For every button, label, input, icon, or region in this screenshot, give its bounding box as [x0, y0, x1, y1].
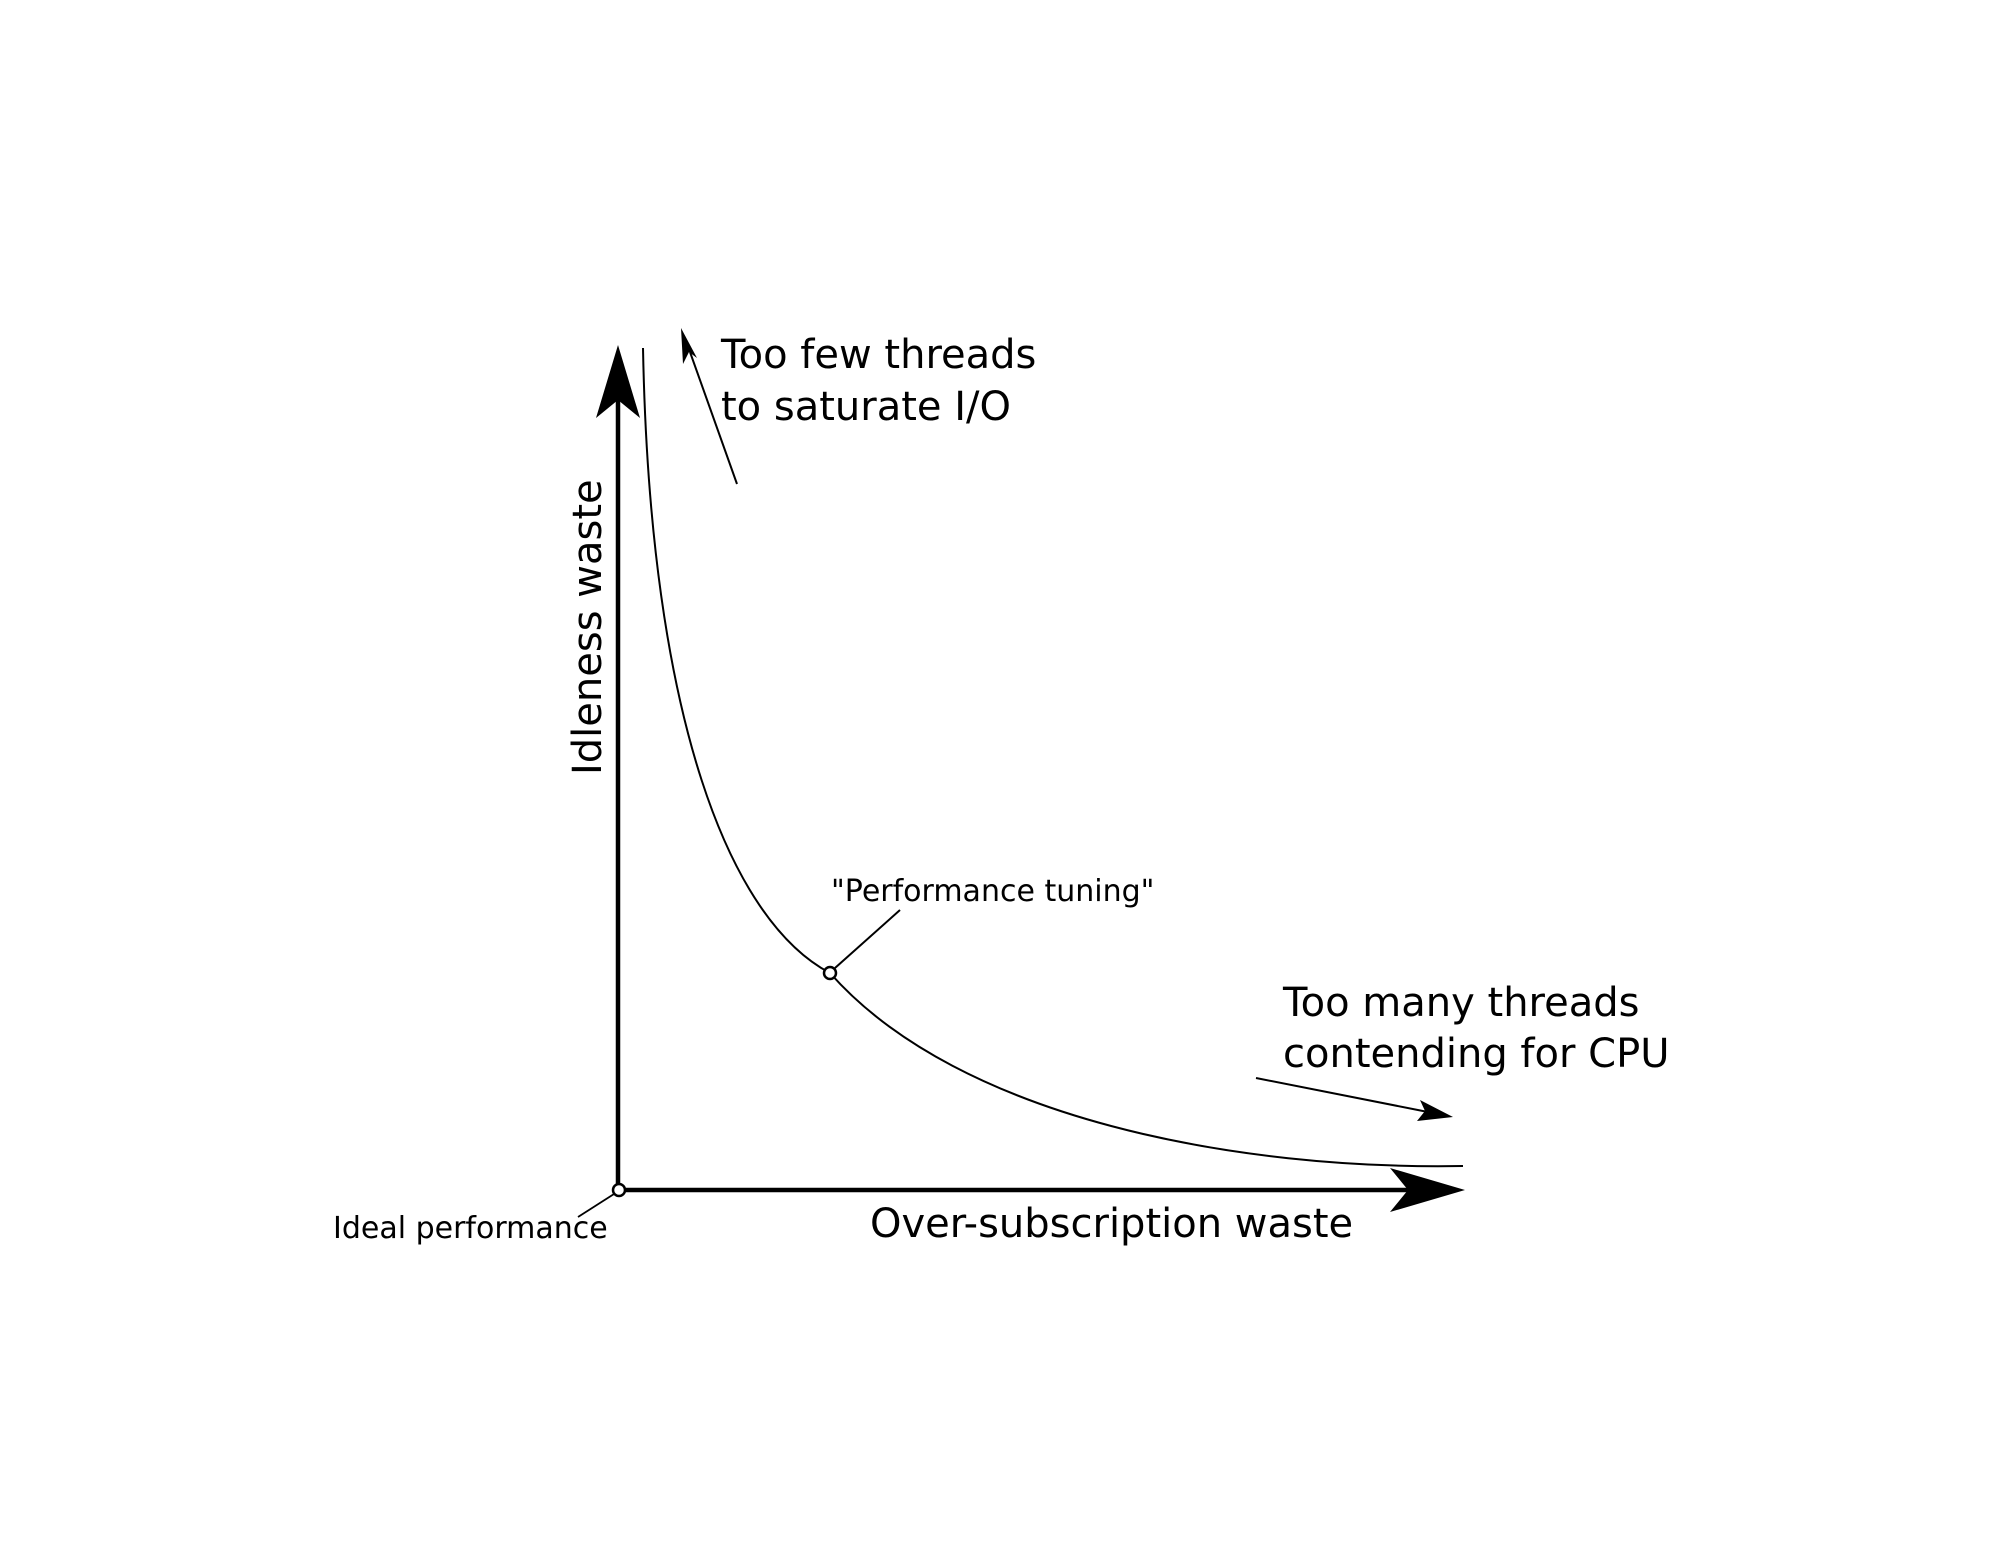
- too-many-arrowhead: [1417, 1100, 1453, 1121]
- too-few-threads-line1: Too few threads: [720, 332, 1036, 378]
- ideal-performance-leader: [577, 1193, 615, 1218]
- too-many-threads-line2: contending for CPU: [1283, 1031, 1669, 1077]
- performance-tuning-leader: [834, 909, 901, 969]
- too-few-threads-line2: to saturate I/O: [721, 384, 1011, 430]
- x-axis-label: Over-subscription waste: [870, 1201, 1353, 1247]
- too-few-threads-arrow: [681, 328, 738, 485]
- performance-tuning-point: [822, 965, 838, 981]
- y-axis-arrowhead: [596, 345, 640, 418]
- y-axis: [596, 345, 640, 1190]
- too-many-arrow-shaft: [1255, 1077, 1429, 1113]
- y-axis-label: Idleness waste: [565, 479, 611, 775]
- x-axis-arrowhead: [1390, 1168, 1465, 1212]
- ideal-performance-label: Ideal performance: [333, 1211, 608, 1246]
- too-many-threads-line1: Too many threads: [1282, 980, 1639, 1026]
- x-axis: [618, 1168, 1465, 1212]
- too-many-threads-arrow: [1255, 1077, 1453, 1121]
- ideal-performance-point: [611, 1182, 627, 1198]
- performance-tuning-marker: [822, 909, 901, 981]
- ideal-performance-marker: [577, 1182, 627, 1218]
- too-few-arrowhead: [681, 328, 697, 364]
- too-few-arrow-shaft: [689, 351, 738, 485]
- performance-tuning-label: "Performance tuning": [831, 874, 1154, 909]
